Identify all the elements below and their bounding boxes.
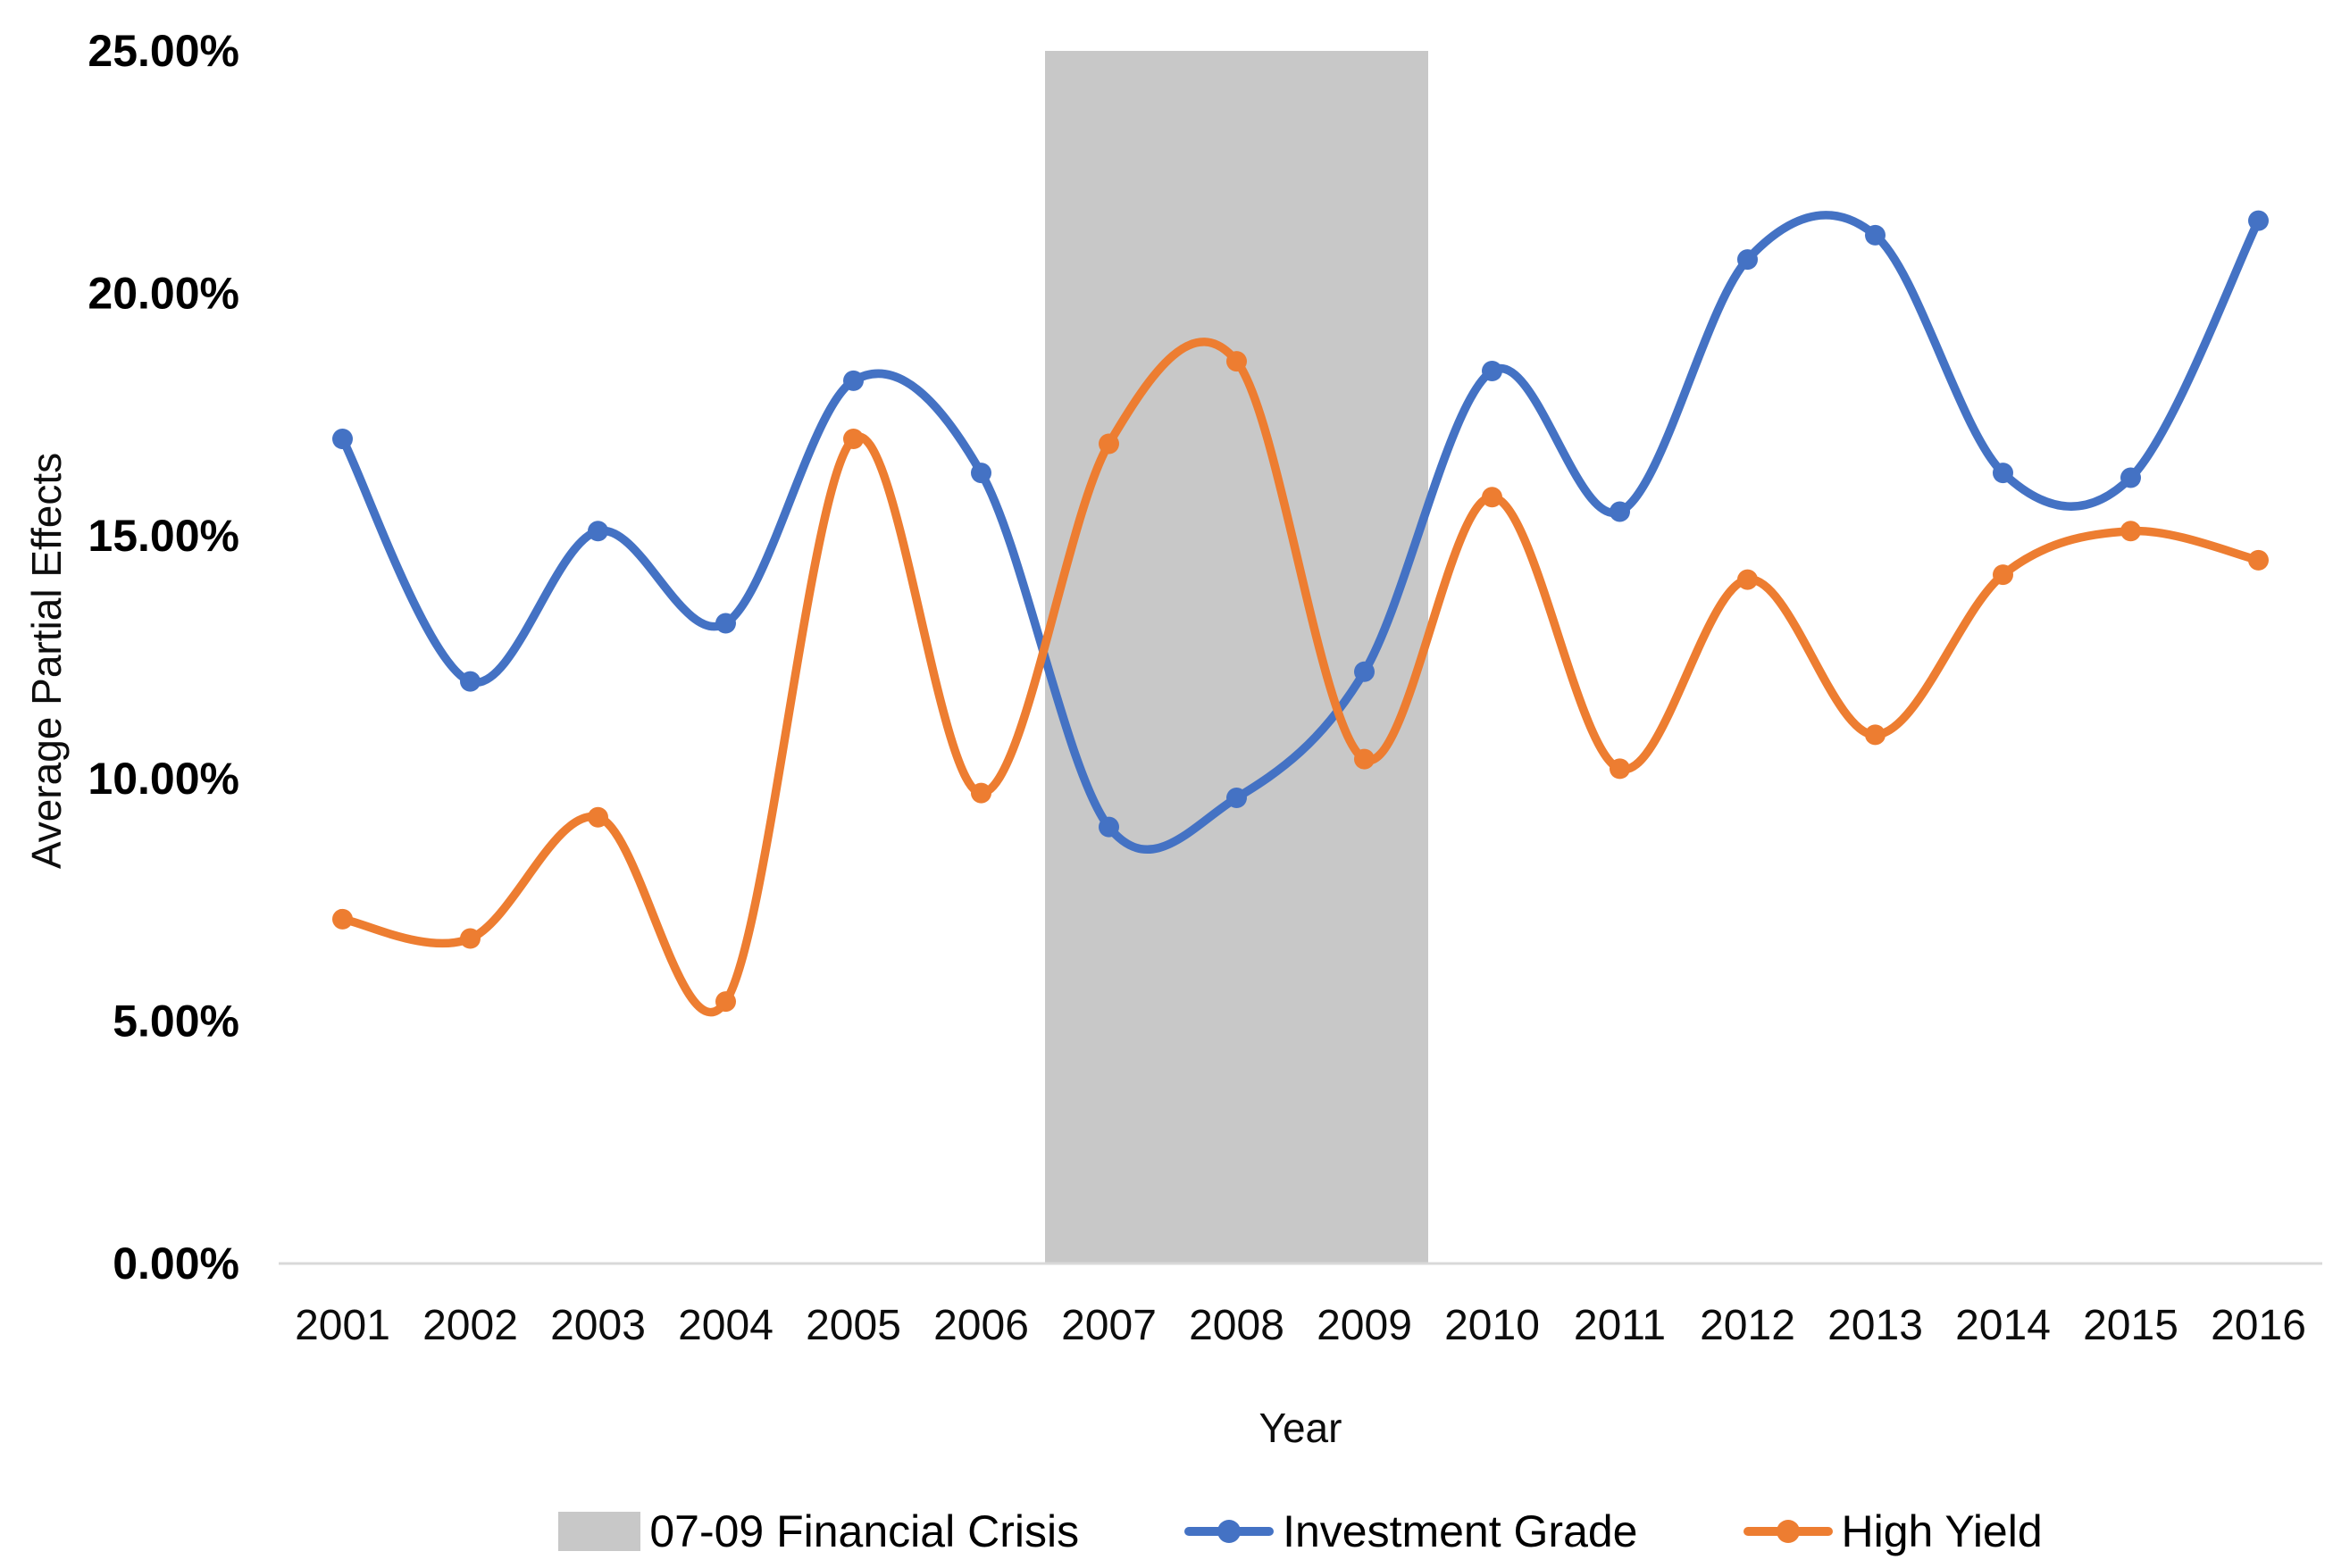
- investment-grade-point-2016: [2248, 210, 2269, 231]
- investment-grade-point-2013: [1865, 224, 1886, 246]
- legend-item-crisis-band: 07-09 Financial Crisis: [558, 1505, 1079, 1557]
- y-tick-label: 15.00%: [88, 511, 239, 561]
- crisis-band-swatch: [558, 1512, 641, 1551]
- investment-grade-point-2003: [588, 521, 608, 542]
- y-tick-label: 10.00%: [88, 754, 239, 804]
- legend-label-high-yield: High Yield: [1841, 1506, 2043, 1556]
- y-tick-label: 0.00%: [113, 1239, 239, 1289]
- high-yield-point-2005: [843, 429, 864, 450]
- x-tick-label: 2010: [1444, 1302, 1540, 1349]
- high-yield-point-2007: [1099, 433, 1119, 455]
- y-axis-title: Average Partial Effects: [23, 452, 70, 870]
- investment-grade-point-2010: [1482, 361, 1502, 382]
- investment-grade-point-2004: [715, 613, 736, 634]
- investment-grade-point-2011: [1610, 501, 1630, 522]
- x-tick-label: 2005: [806, 1302, 901, 1349]
- y-tick-label: 25.00%: [88, 26, 239, 76]
- high-yield-point-2012: [1737, 569, 1758, 590]
- investment-grade-marker-icon: [1184, 1512, 1275, 1551]
- x-axis-title: Year: [1258, 1405, 1342, 1451]
- x-tick-label: 2015: [2083, 1302, 2178, 1349]
- high-yield-point-2013: [1865, 724, 1886, 746]
- x-tick-label: 2009: [1317, 1302, 1412, 1349]
- investment-grade-point-2006: [971, 463, 991, 484]
- investment-grade-point-2007: [1099, 816, 1119, 838]
- legend-item-high-yield: High Yield: [1743, 1505, 2043, 1557]
- x-tick-label: 2006: [933, 1302, 1029, 1349]
- y-tick-label: 20.00%: [88, 269, 239, 319]
- crisis-band: [1045, 51, 1428, 1264]
- legend-label-crisis-band: 07-09 Financial Crisis: [649, 1506, 1080, 1556]
- legend-item-investment-grade: Investment Grade: [1184, 1505, 1638, 1557]
- legend-label-investment-grade: Investment Grade: [1283, 1506, 1638, 1556]
- investment-grade-point-2014: [1993, 463, 2013, 484]
- x-tick-label: 2007: [1061, 1302, 1157, 1349]
- investment-grade-point-2009: [1354, 661, 1375, 682]
- high-yield-line: [338, 338, 2263, 1016]
- x-tick-label: 2013: [1827, 1302, 1923, 1349]
- x-tick-label: 2004: [678, 1302, 773, 1349]
- high-yield-point-2002: [460, 928, 481, 949]
- x-tick-label: 2012: [1700, 1302, 1795, 1349]
- high-yield-point-2011: [1610, 758, 1630, 780]
- high-yield-point-2001: [332, 908, 353, 930]
- high-yield-point-2008: [1226, 351, 1247, 372]
- x-tick-label: 2011: [1574, 1302, 1666, 1349]
- investment-grade-point-2005: [843, 370, 864, 391]
- high-yield-marker-icon: [1743, 1512, 1833, 1551]
- y-tick-label: 5.00%: [113, 996, 239, 1046]
- investment-grade-point-2012: [1737, 249, 1758, 271]
- high-yield-point-2010: [1482, 487, 1502, 508]
- investment-grade-point-2002: [460, 671, 481, 692]
- high-yield-point-2016: [2248, 549, 2269, 571]
- x-tick-label: 2001: [295, 1302, 390, 1349]
- high-yield-point-2015: [2120, 521, 2141, 542]
- x-tick-label: 2016: [2211, 1302, 2306, 1349]
- x-tick-label: 2014: [1955, 1302, 2051, 1349]
- x-tick-label: 2008: [1189, 1302, 1284, 1349]
- investment-grade-point-2008: [1226, 788, 1247, 809]
- high-yield-point-2003: [588, 806, 608, 828]
- high-yield-point-2014: [1993, 564, 2013, 586]
- high-yield-point-2009: [1354, 748, 1375, 770]
- x-tick-label: 2003: [550, 1302, 646, 1349]
- high-yield-point-2004: [715, 991, 736, 1013]
- investment-grade-point-2015: [2120, 467, 2141, 488]
- investment-grade-point-2001: [332, 429, 353, 450]
- high-yield-point-2006: [971, 782, 991, 804]
- x-tick-label: 2002: [422, 1302, 518, 1349]
- legend: 07-09 Financial Crisis Investment Grade …: [279, 1505, 2322, 1557]
- investment-grade-line: [338, 211, 2263, 854]
